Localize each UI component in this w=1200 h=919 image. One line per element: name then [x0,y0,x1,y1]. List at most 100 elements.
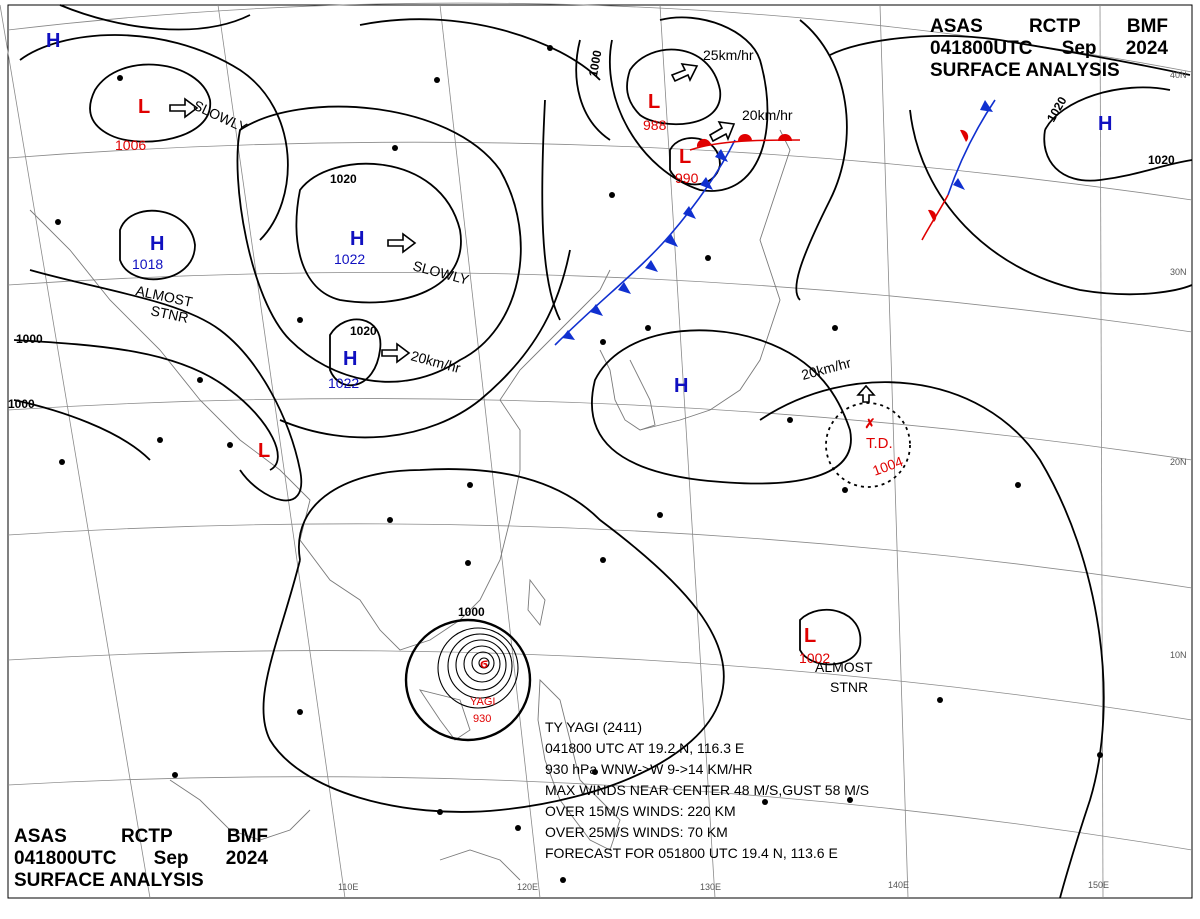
isobar-low-1002 [799,608,862,666]
header-line: ASAS RCTP BMF [14,826,268,848]
arrow-icon [670,63,699,83]
philippines-coast [537,678,621,851]
latitude-line-10n [7,523,1193,589]
header-title: SURFACE ANALYSIS [14,870,204,891]
isobar-labels: 1000 1000 1000 1020 1020 1020 1020 1000 [8,49,1175,619]
latitude-line-20n [7,398,1193,461]
movement-label: SLOWLY [411,257,471,287]
stationary-label: ALMOST [815,659,873,675]
hainan-coast [418,689,471,741]
typhoon-icon: ϭ [480,655,488,671]
low-pressure-marker: L [804,625,816,647]
latitude-label: 20N [1170,457,1187,467]
header-region: ASAS [14,826,67,847]
header-line: ASAS RCTP BMF [930,16,1168,38]
td-pressure: 1004 [870,453,905,479]
header-year: 2024 [1125,38,1168,59]
graticule [0,2,1193,899]
header-agency: BMF [226,826,268,847]
japan-coast [639,129,791,431]
high-pressure-value: 1022 [334,251,365,267]
longitude-line-120e [439,4,541,899]
header-line: 041800UTC Sep 2024 [930,38,1168,60]
isobar [829,35,1191,76]
longitude-label: 140E [888,880,909,890]
movement-label: 25km/hr [703,47,754,63]
tropical-depression-circle [825,402,911,488]
typhoon-pressure: 930 [473,713,491,725]
station-plots [55,45,1103,883]
high-pressure-marker: H [1098,113,1112,135]
longitude-line-100e [0,4,151,899]
low-pressure-marker: L [679,146,691,168]
typhoon-info-line: 930 hPa WNW->W 9->14 KM/HR [545,761,753,777]
arrow-icon [387,232,417,254]
latitude-line-30n [7,272,1193,333]
map-header-top-right: ASAS RCTP BMF 041800UTC Sep 2024 SURFACE… [930,16,1168,82]
isobar [359,18,601,81]
isobar-label: 1020 [1148,153,1175,167]
isobar [236,105,522,383]
high-pressure-marker: H [350,228,364,250]
stationary-label: STNR [830,679,868,695]
isobar-label: 1000 [16,332,43,346]
isobar-high-1022 [295,162,462,304]
isobar-label: 1000 [458,605,485,619]
low-pressure-value: 1002 [799,650,830,666]
cold-front [554,99,996,346]
movement-label: 20km/hr [800,354,853,383]
taiwan-coast [527,578,546,627]
high-pressure-value: 1018 [132,256,163,272]
movement-label: 20km/hr [742,107,793,123]
grid-labels: 40N 30N 20N 10N 110E 120E 130E 140E 150E [338,70,1187,892]
stationary-label: STNR [149,302,190,326]
movement-arrows [169,63,876,403]
latitude-line-0 [7,650,1193,721]
header-line: 041800UTC Sep 2024 [14,848,268,870]
movement-label: 20km/hr [409,347,462,376]
longitude-line-110e [217,4,346,899]
low-pressure-value: 1006 [115,137,146,153]
high-pressure-marker: H [343,348,357,370]
typhoon-info-line: OVER 15M/S WINDS: 220 KM [545,803,736,819]
tropical-storm-icon: ✗ [865,416,876,431]
indochina-coast [169,779,311,841]
isobar-label: 1000 [586,49,604,78]
movement-label: SLOWLY [191,97,250,136]
high-pressure-value: 1022 [328,375,359,391]
longitude-label: 150E [1088,880,1109,890]
movement-labels: SLOWLY SLOWLY 20km/hr 25km/hr 20km/hr 20… [191,47,853,383]
isobar-1000 [13,339,279,471]
typhoon-info: TY YAGI (2411) 041800 UTC AT 19.2 N, 116… [545,717,869,864]
header-station: RCTP [120,826,173,847]
longitude-line-140e [879,4,909,899]
longitude-line-150e [1099,4,1104,899]
header-agency: BMF [1126,16,1168,37]
header-region: ASAS [930,16,983,37]
longitude-label: 130E [700,882,721,892]
arrow-icon [708,121,736,143]
header-title: SURFACE ANALYSIS [930,60,1120,81]
typhoon-info-line: OVER 25M/S WINDS: 70 KM [545,824,728,840]
latitude-line-40n [7,141,1193,201]
td-label: T.D. [866,435,893,452]
isobar [19,34,289,241]
arrow-icon [856,384,876,403]
pressure-systems: H L 1006 H 1018 H 1022 H 1022 L L 988 L … [46,30,1112,666]
isobar-1020-east [1043,86,1193,182]
typhoon-info-line: MAX WINDS NEAR CENTER 48 M/S,GUST 58 M/S [545,782,870,798]
isobar [279,249,571,439]
isobar [759,381,1105,899]
high-pressure-marker: H [150,233,164,255]
isobar-low-1006 [89,63,211,143]
header-line: SURFACE ANALYSIS [14,870,268,892]
isobar [541,99,561,321]
isobar-label: 1020 [350,324,377,338]
isobar-low-988 [626,48,721,126]
high-pressure-marker: H [674,375,688,397]
longitude-label: 120E [517,882,538,892]
typhoon-name: YAGI [470,696,495,708]
low-pressure-value: 990 [675,170,699,186]
longitude-label: 110E [338,882,358,892]
warm-front [689,129,969,241]
